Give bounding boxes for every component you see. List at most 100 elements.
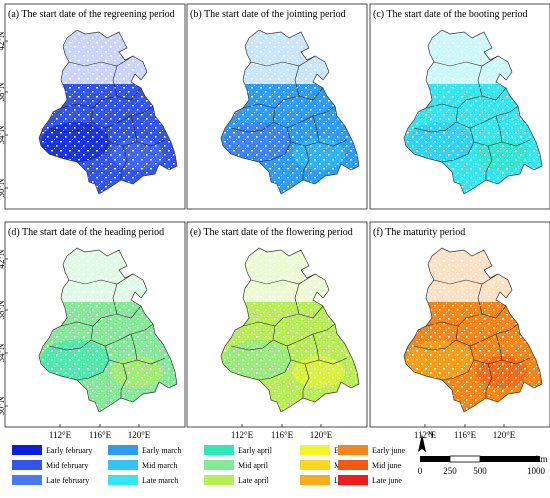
province-border (302, 363, 310, 398)
map-panels: (a) The start date of the regreening per… (0, 3, 550, 440)
legend-label: Mid march (142, 461, 177, 470)
region-outline (403, 29, 543, 195)
province-border (312, 115, 320, 143)
panel-title: (c) The start date of the booting period (373, 9, 528, 20)
legend-swatch (338, 475, 368, 485)
lon-tick-label: 112°E (414, 430, 437, 440)
legend-label: Mid june (372, 461, 402, 470)
map-panel: (f) The maturity period 112°E 116°E 120°E (369, 221, 550, 440)
scale-label-1000: 1000 (527, 466, 546, 476)
scale-segment-1 (420, 456, 450, 462)
province-border (230, 107, 276, 133)
province-border (112, 65, 118, 97)
legend-label: Early february (46, 446, 92, 455)
legend-swatch (12, 460, 42, 470)
legend-label: Late june (372, 476, 402, 485)
region-outline (220, 247, 360, 413)
north-arrow-label: N (428, 430, 434, 439)
map-panel: (e) The start date of the flowering peri… (186, 221, 368, 440)
legend-item: Early april (204, 445, 273, 455)
legend-item: Mid march (108, 460, 177, 470)
province-border (242, 87, 324, 109)
province-border (258, 127, 292, 163)
region-outline (38, 29, 178, 195)
panel-title: (b) The start date of the jointing perio… (190, 9, 346, 20)
province-border (272, 105, 336, 129)
province-border (455, 105, 519, 129)
province-border (441, 345, 475, 381)
province-border (250, 273, 316, 285)
legend-swatch (338, 460, 368, 470)
province-border (312, 333, 320, 361)
north-arrow: N (418, 430, 434, 452)
province-border (68, 273, 134, 285)
lat-tick-label: 42°N (0, 31, 6, 51)
province-border (230, 325, 276, 351)
province-border (90, 105, 154, 129)
legend-label: Early march (142, 446, 181, 455)
legend-swatch (204, 445, 234, 455)
province-border (294, 283, 300, 315)
lon-tick-label: 116°E (454, 430, 477, 440)
lat-tick-label: 34°N (0, 343, 6, 363)
lat-tick-label: 38°N (0, 300, 6, 320)
lon-tick-label: 116°E (89, 430, 112, 440)
legend-swatch (338, 445, 368, 455)
map-panel: (a) The start date of the regreening per… (0, 3, 186, 210)
legend-label: Late march (142, 476, 178, 485)
province-border (413, 325, 459, 351)
lon-tick-label: 116°E (271, 430, 294, 440)
legend-item: Mid february (12, 460, 88, 470)
legend-item: Early february (12, 445, 92, 455)
province-border (130, 115, 138, 143)
legend-swatch (300, 445, 330, 455)
province-border (68, 55, 134, 67)
province-border (495, 115, 503, 143)
province-border (433, 273, 499, 285)
lon-tick-label: 120°E (128, 430, 151, 440)
region-outline (38, 247, 178, 413)
province-border (477, 65, 483, 97)
lat-tick-label: 38°N (0, 82, 6, 102)
region-outline (220, 29, 360, 195)
legend-swatch (108, 475, 138, 485)
province-border (455, 323, 519, 347)
legend-label: Late april (238, 476, 270, 485)
province-border (130, 333, 138, 361)
province-border (76, 345, 110, 381)
province-border (495, 333, 503, 361)
scale-label-0: 0 (418, 466, 423, 476)
lat-tick-label: 30°N (0, 178, 6, 198)
map-panel: (d) The start date of the heading period… (0, 221, 186, 440)
province-border (441, 127, 475, 163)
scale-unit: km (536, 454, 548, 464)
legend: Early february Mid february Late february E… (12, 445, 406, 485)
lon-tick-label: 120°E (493, 430, 516, 440)
legend-swatch (108, 460, 138, 470)
lat-tick-label: 34°N (0, 125, 6, 145)
legend-swatch (108, 445, 138, 455)
legend-swatch (300, 475, 330, 485)
legend-label: Early april (238, 446, 273, 455)
legend-item: Early june (338, 445, 406, 455)
province-border (258, 345, 292, 381)
legend-item: Mid april (204, 460, 269, 470)
legend-swatch (12, 445, 42, 455)
region-outline (403, 247, 543, 413)
province-border (477, 283, 483, 315)
province-border (120, 363, 128, 398)
legend-items: Early february Mid february Late february E… (12, 445, 406, 485)
legend-item: Late june (338, 475, 402, 485)
province-border (425, 305, 507, 327)
legend-swatch (204, 460, 234, 470)
panel-title: (a) The start date of the regreening per… (8, 9, 175, 20)
province-border (60, 87, 142, 109)
scale-label-500: 500 (473, 466, 487, 476)
scale-label-250: 250 (443, 466, 457, 476)
legend-label: Early june (372, 446, 406, 455)
legend-item: Late february (12, 475, 89, 485)
province-border (272, 323, 336, 347)
scale-segment-2 (449, 455, 481, 463)
legend-item: Late april (204, 475, 270, 485)
